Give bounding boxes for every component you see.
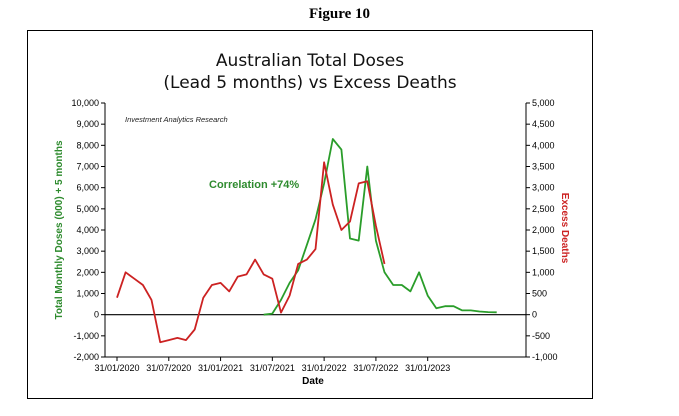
- y-left-tick-label: 0: [94, 310, 99, 320]
- y-left-tick-label: 4,000: [76, 225, 99, 235]
- y-right-tick-label: 1,000: [532, 267, 555, 277]
- y-left-tick-label: 9,000: [76, 119, 99, 129]
- y-left-tick-label: 5,000: [76, 204, 99, 214]
- y-left-tick-label: 10,000: [71, 98, 99, 108]
- x-tick-label: 31/01/2021: [198, 363, 243, 373]
- y-right-tick-label: 4,500: [532, 119, 555, 129]
- x-axis-label: Date: [302, 376, 324, 387]
- y-right-tick-label: 5,000: [532, 98, 555, 108]
- correlation-annotation: Correlation +74%: [209, 179, 299, 191]
- y-right-tick-label: 2,500: [532, 204, 555, 214]
- x-tick-label: 31/01/2023: [405, 363, 450, 373]
- y-left-tick-label: -2,000: [73, 352, 99, 362]
- x-tick-label: 31/07/2021: [250, 363, 295, 373]
- y-left-tick-label: 2,000: [76, 267, 99, 277]
- y-right-tick-label: 500: [532, 289, 547, 299]
- chart-title-line2: (Lead 5 months) vs Excess Deaths: [163, 73, 456, 93]
- doses-series-line: [263, 138, 497, 316]
- y-right-tick-label: 3,000: [532, 183, 555, 193]
- y-right-tick-label: -1,000: [532, 352, 558, 362]
- chart-frame: [27, 30, 593, 399]
- y-right-tick-label: 1,500: [532, 246, 555, 256]
- y-left-tick-label: -1,000: [73, 331, 99, 341]
- y-left-tick-label: 1,000: [76, 289, 99, 299]
- y-right-tick-label: 2,000: [532, 225, 555, 235]
- x-tick-label: 31/07/2022: [353, 363, 398, 373]
- figure-label: Figure 10: [309, 6, 370, 22]
- chart-title-line1: Australian Total Doses: [216, 51, 404, 71]
- x-tick-label: 31/01/2022: [302, 363, 347, 373]
- y-right-tick-label: 3,500: [532, 162, 555, 172]
- y-left-tick-label: 3,000: [76, 246, 99, 256]
- y-right-tick-label: -500: [532, 331, 550, 341]
- y-left-tick-label: 6,000: [76, 183, 99, 193]
- y-right-tick-label: 4,000: [532, 140, 555, 150]
- y-left-tick-label: 8,000: [76, 140, 99, 150]
- excess-deaths-series-line: [116, 161, 386, 344]
- x-tick-label: 31/01/2020: [94, 363, 139, 373]
- y-right-tick-label: 0: [532, 310, 537, 320]
- y-axis-right-label: Excess Deaths: [559, 193, 570, 264]
- y-axis-left-label: Total Monthly Doses (000) + 5 months: [54, 140, 65, 319]
- source-note: Investment Analytics Research: [125, 115, 228, 124]
- y-left-tick-label: 7,000: [76, 162, 99, 172]
- x-tick-label: 31/07/2020: [146, 363, 191, 373]
